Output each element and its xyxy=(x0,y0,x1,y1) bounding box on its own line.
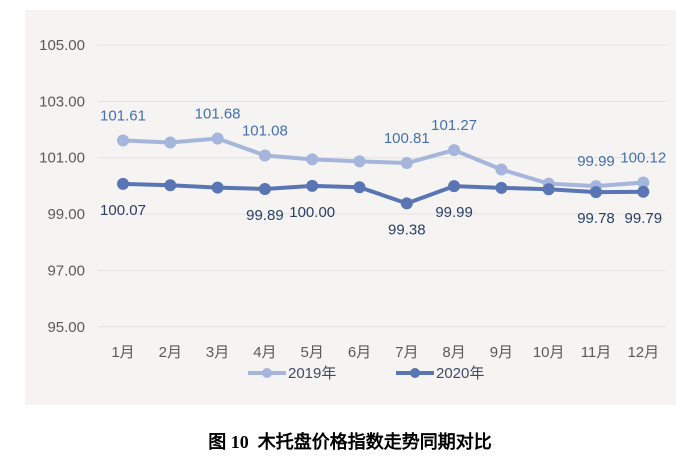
data-label-2019年-12月: 100.12 xyxy=(620,149,666,166)
data-point-2019年-12月 xyxy=(637,176,650,189)
data-point-2019年-1月 xyxy=(117,134,129,147)
data-point-2019年-7月 xyxy=(400,157,413,170)
data-label-2019年-4月: 101.08 xyxy=(242,122,288,139)
x-axis-month-label: 4月 xyxy=(253,344,276,361)
x-axis-month-label: 3月 xyxy=(206,344,229,361)
y-axis-tick-label: 105.00 xyxy=(39,37,85,54)
data-point-2020年-9月 xyxy=(495,181,508,194)
x-axis-month-label: 11月 xyxy=(581,344,612,361)
legend-label-2019年: 2019年 xyxy=(288,365,336,382)
x-axis-month-label: 10月 xyxy=(533,344,565,361)
y-axis-tick-label: 101.00 xyxy=(39,150,85,167)
y-axis-tick-label: 99.00 xyxy=(47,206,85,223)
y-axis-tick-label: 95.00 xyxy=(47,319,85,336)
legend-marker-dot-2019年 xyxy=(262,368,272,378)
x-axis-month-label: 5月 xyxy=(301,344,324,361)
data-label-2020年-5月: 100.00 xyxy=(289,204,335,221)
data-point-2020年-7月 xyxy=(400,197,413,210)
data-label-2020年-4月: 99.89 xyxy=(246,207,284,224)
data-point-2020年-5月 xyxy=(306,179,319,192)
x-axis-month-label: 8月 xyxy=(442,344,465,361)
data-label-2020年-1月: 100.07 xyxy=(100,202,146,219)
series-line-2020年 xyxy=(121,181,646,206)
data-point-2019年-4月 xyxy=(258,149,271,162)
x-axis-month-label: 12月 xyxy=(627,344,659,361)
data-point-2020年-10月 xyxy=(542,183,555,196)
y-axis-tick-label: 97.00 xyxy=(47,262,85,279)
y-axis-tick-label: 103.00 xyxy=(39,93,85,110)
data-point-2019年-3月 xyxy=(211,132,224,145)
x-axis-month-label: 2月 xyxy=(159,344,182,361)
data-point-2019年-5月 xyxy=(306,153,319,166)
data-label-2019年-8月: 101.27 xyxy=(431,117,477,134)
data-point-2020年-4月 xyxy=(258,182,271,195)
data-point-2019年-8月 xyxy=(448,144,461,157)
data-label-2020年-7月: 99.38 xyxy=(388,221,426,238)
data-point-2020年-6月 xyxy=(353,181,366,194)
data-point-2019年-6月 xyxy=(353,155,366,168)
data-label-2020年-12月: 99.79 xyxy=(625,210,663,227)
data-point-2020年-12月 xyxy=(637,185,650,198)
data-label-2019年-11月: 99.99 xyxy=(577,153,615,170)
x-axis-month-label: 6月 xyxy=(348,344,371,361)
data-point-2019年-2月 xyxy=(164,136,177,149)
data-label-2019年-7月: 100.81 xyxy=(384,130,430,147)
figure-caption: 图 10 木托盘价格指数走势同期对比 xyxy=(208,432,492,452)
x-axis-month-label: 1月 xyxy=(111,344,134,361)
data-label-2020年-8月: 99.99 xyxy=(435,204,473,221)
legend-marker-dot-2020年 xyxy=(410,368,420,378)
x-axis-month-label: 7月 xyxy=(395,344,418,361)
data-label-2020年-11月: 99.78 xyxy=(577,210,615,227)
data-label-2019年-1月: 101.61 xyxy=(100,108,146,125)
data-point-2020年-2月 xyxy=(164,179,177,192)
x-axis-month-label: 9月 xyxy=(490,344,513,361)
data-point-2020年-1月 xyxy=(117,177,129,190)
data-label-2019年-3月: 101.68 xyxy=(195,106,241,123)
line-chart: 105.00 103.00 101.00 99.00 97.00 95.00 1月 2月 3月 4… xyxy=(39,37,666,382)
pallet-price-index-chart-panel: 105.00 103.00 101.00 99.00 97.00 95.00 1月 2月 3月 4… xyxy=(25,10,676,405)
data-point-2020年-8月 xyxy=(448,180,461,193)
series-line-2019年 xyxy=(121,136,646,189)
data-point-2020年-3月 xyxy=(211,181,224,194)
legend-label-2020年: 2020年 xyxy=(436,365,484,382)
data-point-2019年-9月 xyxy=(495,163,508,176)
data-point-2020年-11月 xyxy=(590,186,602,199)
